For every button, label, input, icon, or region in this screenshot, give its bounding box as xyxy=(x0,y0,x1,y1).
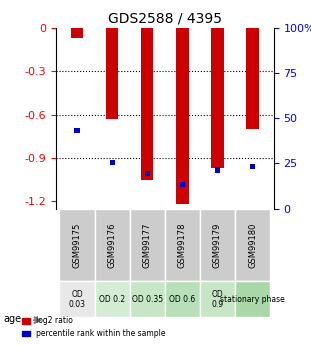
Text: age: age xyxy=(3,314,21,324)
Text: OD
0.9: OD 0.9 xyxy=(211,289,224,309)
Text: GSM99175: GSM99175 xyxy=(72,222,81,268)
Bar xyxy=(211,28,224,168)
FancyBboxPatch shape xyxy=(165,209,200,281)
Text: OD 0.6: OD 0.6 xyxy=(169,295,196,304)
Bar xyxy=(250,164,255,169)
Bar xyxy=(145,171,150,176)
Bar xyxy=(176,28,188,204)
Text: GSM99180: GSM99180 xyxy=(248,222,257,268)
FancyBboxPatch shape xyxy=(200,281,235,317)
FancyBboxPatch shape xyxy=(200,209,235,281)
Bar xyxy=(74,128,80,132)
Text: GSM99179: GSM99179 xyxy=(213,222,222,268)
Bar xyxy=(246,28,259,129)
Bar xyxy=(141,28,153,180)
Text: GSM99176: GSM99176 xyxy=(108,222,117,268)
FancyBboxPatch shape xyxy=(235,209,270,281)
FancyBboxPatch shape xyxy=(59,209,95,281)
Text: OD 0.2: OD 0.2 xyxy=(99,295,125,304)
Text: GSM99177: GSM99177 xyxy=(143,222,152,268)
FancyBboxPatch shape xyxy=(235,281,270,317)
Text: GSM99178: GSM99178 xyxy=(178,222,187,268)
Title: GDS2588 / 4395: GDS2588 / 4395 xyxy=(108,11,222,25)
FancyBboxPatch shape xyxy=(165,281,200,317)
Text: OD
0.03: OD 0.03 xyxy=(68,289,86,309)
Text: OD 0.35: OD 0.35 xyxy=(132,295,163,304)
FancyBboxPatch shape xyxy=(59,281,95,317)
Bar xyxy=(109,160,115,165)
FancyBboxPatch shape xyxy=(130,281,165,317)
Bar xyxy=(180,182,185,187)
FancyBboxPatch shape xyxy=(130,209,165,281)
FancyBboxPatch shape xyxy=(95,281,130,317)
Text: stationary phase: stationary phase xyxy=(220,295,285,304)
FancyBboxPatch shape xyxy=(95,209,130,281)
Bar xyxy=(215,167,220,172)
Bar xyxy=(71,28,83,38)
Bar xyxy=(106,28,118,119)
Legend: log2 ratio, percentile rank within the sample: log2 ratio, percentile rank within the s… xyxy=(19,313,169,341)
